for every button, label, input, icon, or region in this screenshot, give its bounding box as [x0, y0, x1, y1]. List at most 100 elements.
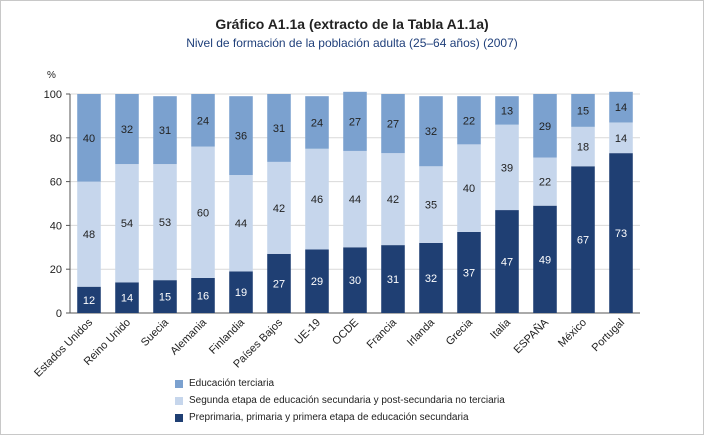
bar-segment-0-7 — [343, 247, 367, 313]
bar-segment-1-12 — [533, 157, 557, 206]
bar-segment-0-14 — [609, 153, 633, 313]
bar-segment-1-8 — [381, 153, 405, 246]
bar-segment-0-2 — [153, 280, 177, 313]
x-tick-label-2: Suecia — [139, 316, 172, 349]
data-label-1-8: 42 — [387, 194, 399, 206]
legend-label-tertiary: Educación terciaria — [189, 378, 275, 389]
data-label-1-9: 35 — [425, 200, 437, 212]
data-label-0-3: 16 — [197, 290, 209, 302]
bar-segment-1-3 — [191, 146, 215, 278]
bar-segment-0-4 — [229, 271, 253, 313]
data-label-2-5: 31 — [273, 123, 285, 135]
data-label-1-14: 14 — [615, 133, 627, 145]
bar-segment-2-8 — [381, 94, 405, 154]
data-label-2-11: 13 — [501, 105, 513, 117]
data-label-1-0: 48 — [83, 229, 95, 241]
bar-segment-1-0 — [77, 181, 101, 287]
bar-segment-2-0 — [77, 94, 101, 182]
bar-segment-2-5 — [267, 94, 291, 162]
data-label-1-2: 53 — [159, 217, 171, 229]
data-label-2-0: 40 — [83, 133, 95, 145]
data-label-2-3: 24 — [197, 115, 209, 127]
data-label-2-12: 29 — [539, 121, 551, 133]
data-label-2-2: 31 — [159, 125, 171, 137]
x-tick-label-14: Portugal — [590, 317, 627, 354]
x-tick-label-0: Estados Unidos — [32, 316, 95, 379]
data-label-0-10: 37 — [463, 267, 475, 279]
data-label-0-14: 73 — [615, 228, 627, 240]
bar-segment-2-9 — [419, 96, 443, 167]
bar-segment-2-11 — [495, 96, 519, 125]
bar-segment-0-3 — [191, 277, 215, 313]
data-label-2-4: 36 — [235, 131, 247, 143]
bar-segment-1-14 — [609, 122, 633, 154]
data-label-2-1: 32 — [121, 124, 133, 136]
bar-segment-1-5 — [267, 161, 291, 254]
bar-segment-2-4 — [229, 96, 253, 176]
chart-title: Gráfico A1.1a (extracto de la Tabla A1.1… — [215, 16, 489, 32]
bar-segment-0-11 — [495, 210, 519, 313]
bar-segment-1-13 — [571, 126, 595, 167]
y-tick-label-60: 60 — [50, 177, 62, 189]
data-label-2-6: 24 — [311, 117, 323, 129]
data-label-1-7: 44 — [349, 194, 361, 206]
bar-segment-2-12 — [533, 94, 557, 158]
data-label-2-13: 15 — [577, 105, 589, 117]
data-label-2-14: 14 — [615, 102, 627, 114]
bar-segment-1-6 — [305, 148, 329, 250]
data-label-0-9: 32 — [425, 273, 437, 285]
data-label-1-11: 39 — [501, 162, 513, 174]
legend-item-tertiary: Educación terciaria — [175, 378, 274, 389]
bar-segment-0-13 — [571, 166, 595, 313]
bar-segment-2-2 — [153, 96, 177, 165]
legend-swatch-upper-secondary — [175, 396, 183, 405]
x-tick-label-7: OCDE — [330, 317, 361, 348]
y-tick-label-20: 20 — [50, 264, 62, 276]
y-tick-label-100: 100 — [44, 89, 62, 101]
bar-segment-0-0 — [77, 286, 101, 313]
data-label-1-4: 44 — [235, 218, 247, 230]
bar-segment-0-1 — [115, 282, 139, 313]
chart-subtitle: Nivel de formación de la población adult… — [186, 36, 518, 50]
data-label-0-12: 49 — [539, 254, 551, 266]
data-label-2-9: 32 — [425, 126, 437, 138]
bar-segment-1-1 — [115, 164, 139, 283]
data-label-0-13: 67 — [577, 235, 589, 247]
bar-segment-1-4 — [229, 175, 253, 272]
data-label-2-10: 22 — [463, 115, 475, 127]
bar-segment-2-13 — [571, 94, 595, 127]
data-label-1-10: 40 — [463, 183, 475, 195]
legend-label-upper-secondary: Segunda etapa de educación secundaria y … — [189, 395, 505, 406]
data-label-1-5: 42 — [273, 203, 285, 215]
bar-segment-0-6 — [305, 249, 329, 313]
data-label-1-6: 46 — [311, 194, 323, 206]
legend-item-upper-secondary: Segunda etapa de educación secundaria y … — [175, 395, 505, 406]
data-label-0-1: 14 — [121, 293, 133, 305]
data-label-1-12: 22 — [539, 177, 551, 189]
x-tick-label-6: UE-19 — [293, 317, 324, 348]
bar-segment-0-12 — [533, 205, 557, 313]
legend-swatch-tertiary — [175, 379, 183, 388]
data-label-1-13: 18 — [577, 142, 589, 154]
y-tick-label-40: 40 — [50, 220, 62, 232]
bar-segment-2-3 — [191, 94, 215, 147]
bar-segment-1-10 — [457, 144, 481, 232]
x-tick-label-10: Grecia — [444, 316, 476, 348]
data-label-0-6: 29 — [311, 276, 323, 288]
bar-segment-0-9 — [419, 242, 443, 313]
x-tick-label-11: Italia — [488, 316, 514, 342]
data-label-0-5: 27 — [273, 278, 285, 290]
data-label-2-7: 27 — [349, 116, 361, 128]
data-label-1-1: 54 — [121, 218, 133, 230]
x-tick-label-8: Francia — [365, 316, 400, 351]
bar-segment-0-10 — [457, 231, 481, 313]
bar-segment-2-7 — [343, 91, 367, 151]
data-label-0-8: 31 — [387, 274, 399, 286]
data-label-0-0: 12 — [83, 295, 95, 307]
x-tick-label-9: Irlanda — [405, 316, 438, 349]
data-label-0-4: 19 — [235, 287, 247, 299]
bar-segment-2-14 — [609, 91, 633, 123]
bar-segment-1-11 — [495, 124, 519, 211]
bar-segment-1-7 — [343, 150, 367, 248]
